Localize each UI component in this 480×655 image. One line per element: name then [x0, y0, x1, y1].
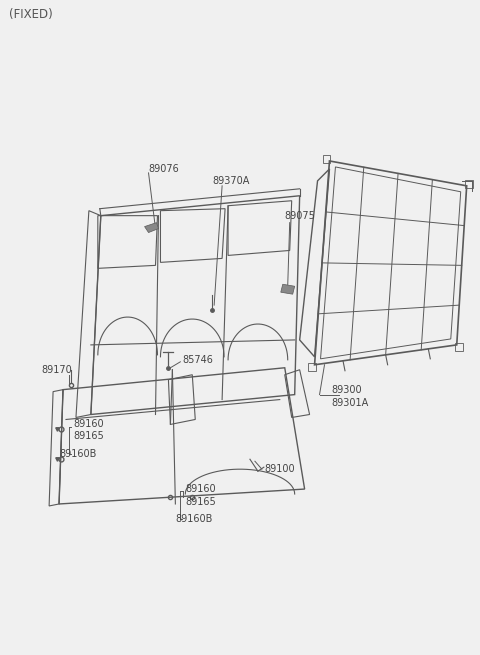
- Bar: [308, 363, 315, 371]
- Polygon shape: [144, 223, 158, 233]
- Text: 89165: 89165: [73, 432, 104, 441]
- Text: 89160: 89160: [185, 484, 216, 494]
- Text: 85746: 85746: [182, 355, 213, 365]
- Text: 89076: 89076: [148, 164, 180, 174]
- Text: 89100: 89100: [265, 464, 296, 474]
- Text: 89170: 89170: [41, 365, 72, 375]
- Text: 89075: 89075: [285, 211, 316, 221]
- Bar: [455, 343, 463, 351]
- Text: 89160B: 89160B: [175, 514, 213, 524]
- Text: 89370A: 89370A: [212, 176, 250, 186]
- Bar: [323, 155, 330, 163]
- Text: 89160B: 89160B: [59, 449, 96, 459]
- Text: 89165: 89165: [185, 497, 216, 507]
- Text: (FIXED): (FIXED): [9, 9, 53, 22]
- Text: 89300: 89300: [332, 384, 362, 395]
- Text: 89160: 89160: [73, 419, 104, 430]
- Polygon shape: [281, 284, 295, 294]
- Bar: [465, 180, 473, 188]
- Text: 89301A: 89301A: [332, 398, 369, 407]
